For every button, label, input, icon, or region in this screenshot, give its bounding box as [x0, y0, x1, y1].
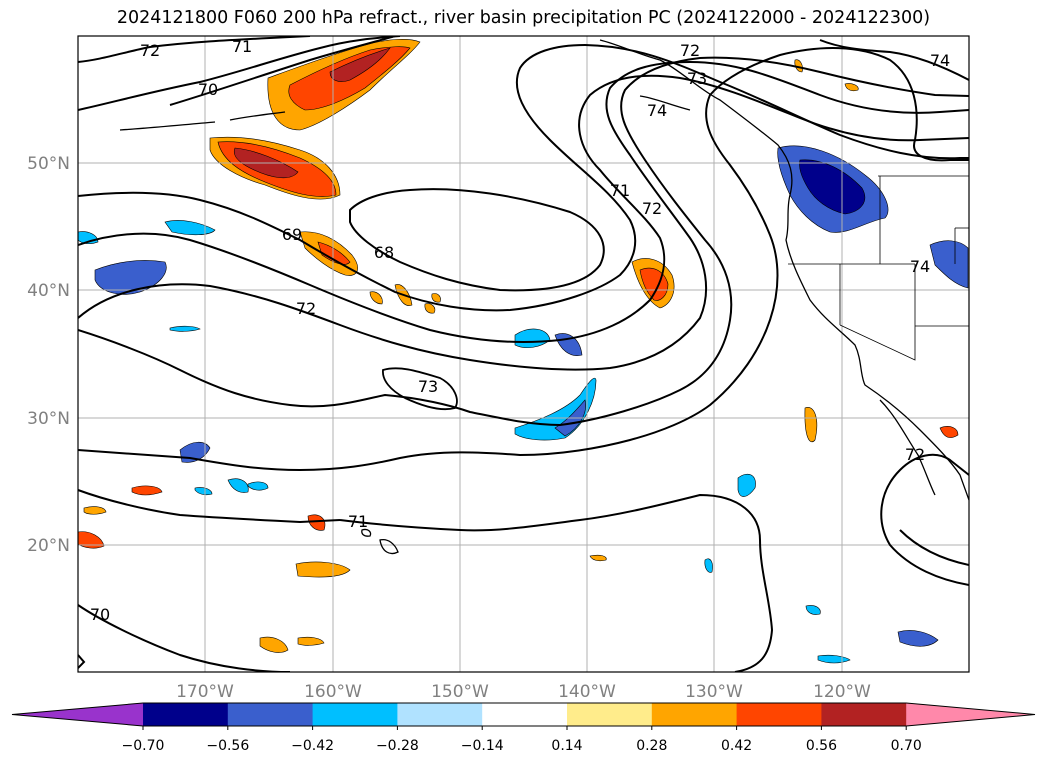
colorbar: −0.70 −0.56 −0.42 −0.28 −0.14 0.14 0.28 0.42 0.5…: [11, 702, 1036, 754]
longitude-label: 160°W: [304, 682, 362, 702]
longitude-label: 130°W: [685, 682, 743, 702]
colorbar-extend-high: [906, 703, 1035, 726]
map-title: 2024121800 F060 200 hPa refract., river …: [116, 8, 931, 28]
longitude-label: 140°W: [558, 682, 616, 702]
colorbar-tick-label: 0.28: [636, 738, 667, 754]
longitude-label: 170°W: [176, 682, 234, 702]
latitude-label: 20°N: [27, 536, 70, 556]
precip-shading-layer: [78, 39, 969, 664]
colorbar-tick-label: −0.42: [291, 738, 334, 754]
coastlines: [119, 39, 969, 555]
longitude-label: 120°W: [813, 682, 871, 702]
colorbar-tick-label: −0.70: [122, 738, 165, 754]
colorbar-tick-label: 0.42: [721, 738, 752, 754]
map-frame: [77, 35, 970, 673]
contour-label: 72: [296, 299, 316, 318]
latitude-label: 40°N: [27, 281, 70, 301]
contour-label: 72: [642, 199, 662, 218]
contour-label: 73: [687, 69, 707, 88]
colorbar-tick-label: 0.14: [551, 738, 582, 754]
contour-label: 71: [610, 181, 630, 200]
contour-label: 72: [905, 445, 925, 464]
colorbar-segment: [143, 703, 229, 726]
colorbar-segment: [397, 703, 483, 726]
contour-label: 72: [140, 41, 160, 60]
contour-label: 74: [647, 101, 667, 120]
colorbar-segment: [736, 703, 822, 726]
contour-label: 69: [282, 225, 302, 244]
colorbar-tick-label: −0.14: [461, 738, 504, 754]
colorbar-tick-label: 0.56: [806, 738, 837, 754]
latitude-label: 50°N: [27, 154, 70, 174]
colorbar-segment: [227, 703, 314, 726]
contour-label: 72: [680, 41, 700, 60]
colorbar-segment: [567, 703, 653, 726]
latitude-label: 30°N: [27, 409, 70, 429]
contour-label: 70: [90, 605, 110, 624]
graticule: [78, 36, 969, 672]
longitude-label: 150°W: [431, 682, 489, 702]
colorbar-segment: [482, 703, 568, 726]
contour-label: 73: [418, 377, 438, 396]
refractivity-contours: [78, 36, 969, 672]
contour-label: 70: [198, 80, 218, 99]
contour-label: 71: [232, 37, 252, 56]
colorbar-tick-label: −0.56: [206, 738, 249, 754]
contour-label: 71: [348, 512, 368, 531]
colorbar-tick-label: −0.28: [376, 738, 419, 754]
latitude-axis: 50°N 40°N 30°N 20°N: [27, 154, 70, 556]
colorbar-segment: [651, 703, 738, 726]
map-plot-area: [78, 36, 969, 672]
contour-label: 74: [930, 51, 950, 70]
colorbar-segment: [821, 703, 907, 726]
longitude-axis: 170°W 160°W 150°W 140°W 130°W 120°W: [176, 682, 871, 702]
colorbar-segment: [312, 703, 398, 726]
colorbar-tick-label: 0.70: [891, 738, 922, 754]
contour-label: 68: [374, 243, 394, 262]
admin-boundaries: [788, 175, 969, 361]
colorbar-extend-low: [12, 703, 143, 726]
contour-label: 74: [910, 257, 930, 276]
contour-label-group: 72 71 70 69 68 72 73 71 70 72 71 72 73 7…: [90, 37, 950, 624]
